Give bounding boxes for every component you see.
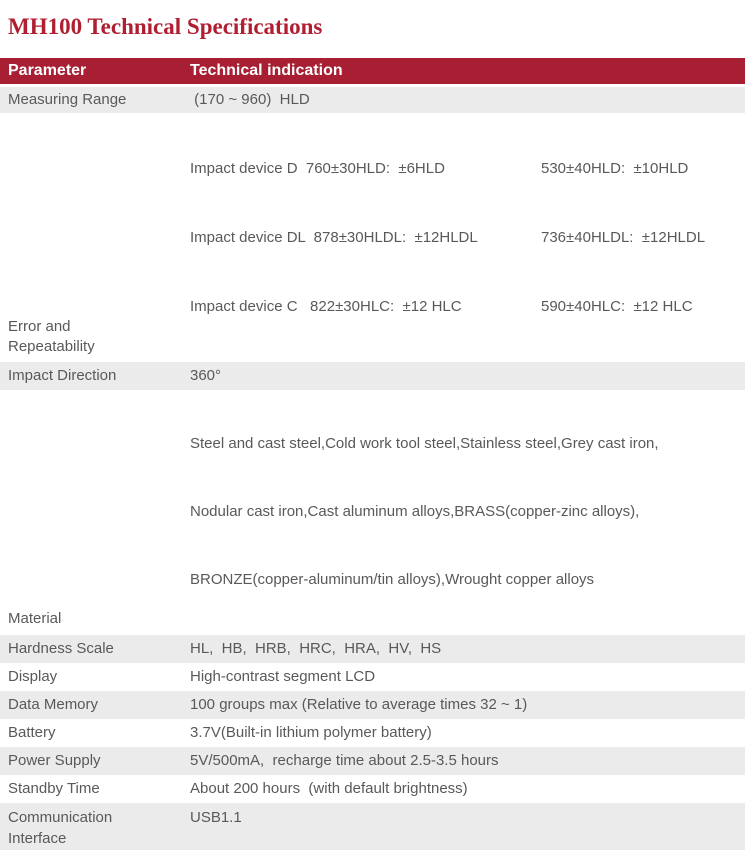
- param-cell: Data Memory: [8, 696, 99, 713]
- table-row: Material Steel and cast steel,Cold work …: [0, 390, 745, 635]
- error-line: Impact device DL 878±30HLDL: ±12HLDL 736…: [190, 229, 706, 246]
- material-line: Nodular cast iron,Cast aluminum alloys,B…: [190, 503, 640, 520]
- table-row: Impact Direction 360°: [0, 362, 745, 390]
- param-cell: Communication Interface: [8, 809, 113, 847]
- param-cell: Measuring Range: [8, 90, 127, 108]
- table-row: Data Memory 100 groups max (Relative to …: [0, 691, 745, 719]
- param-cell: Standby Time: [8, 780, 100, 797]
- table-row: Power Supply 5V/500mA, recharge time abo…: [0, 747, 745, 775]
- value-cell: (170 ~ 960) HLD: [190, 90, 310, 108]
- value-cell: Impact device D 760±30HLD: ±6HLD 530±40H…: [190, 113, 745, 362]
- error-line: Impact device C 822±30HLC: ±12 HLC 590±4…: [190, 298, 693, 315]
- param-cell: Hardness Scale: [8, 640, 114, 657]
- value-cell: HL, HB, HRB, HRC, HRA, HV, HS: [190, 640, 442, 657]
- param-cell: Display: [8, 668, 58, 685]
- value-cell: About 200 hours (with default brightness…: [190, 780, 468, 797]
- column-header-parameter: Parameter: [0, 58, 190, 87]
- param-cell: Impact Direction: [8, 367, 117, 384]
- table-row: Hardness Scale HL, HB, HRB, HRC, HRA, HV…: [0, 635, 745, 663]
- material-line: BRONZE(copper-aluminum/tin alloys),Wroug…: [190, 571, 595, 588]
- table-header-row: Parameter Technical indication: [0, 58, 745, 87]
- table-row: Communication Interface USB1.1: [0, 803, 745, 850]
- value-cell: High-contrast segment LCD: [190, 668, 376, 685]
- spec-table: Parameter Technical indication Measuring…: [0, 58, 745, 850]
- material-line: Steel and cast steel,Cold work tool stee…: [190, 435, 659, 452]
- value-cell: 360°: [190, 367, 222, 384]
- table-row: Display High-contrast segment LCD: [0, 663, 745, 691]
- table-row: Standby Time About 200 hours (with defau…: [0, 775, 745, 803]
- value-cell: 100 groups max (Relative to average time…: [190, 696, 528, 713]
- value-cell: Steel and cast steel,Cold work tool stee…: [190, 390, 745, 635]
- value-cell: USB1.1: [190, 809, 242, 826]
- value-cell: 5V/500mA, recharge time about 2.5-3.5 ho…: [190, 752, 499, 769]
- param-cell: Battery: [8, 724, 56, 741]
- value-cell: 3.7V(Built-in lithium polymer battery): [190, 724, 432, 741]
- table-row: Error and Repeatability Impact device D …: [0, 113, 745, 362]
- param-cell: Power Supply: [8, 752, 101, 769]
- page-title: MH100 Technical Specifications: [8, 14, 323, 39]
- error-line: Impact device D 760±30HLD: ±6HLD 530±40H…: [190, 160, 689, 177]
- table-row: Measuring Range (170 ~ 960) HLD: [0, 85, 745, 113]
- table-row: Battery 3.7V(Built-in lithium polymer ba…: [0, 719, 745, 747]
- column-header-technical-indication: Technical indication: [190, 58, 745, 87]
- param-cell: Material: [8, 610, 62, 627]
- param-cell: Error and Repeatability: [8, 318, 95, 355]
